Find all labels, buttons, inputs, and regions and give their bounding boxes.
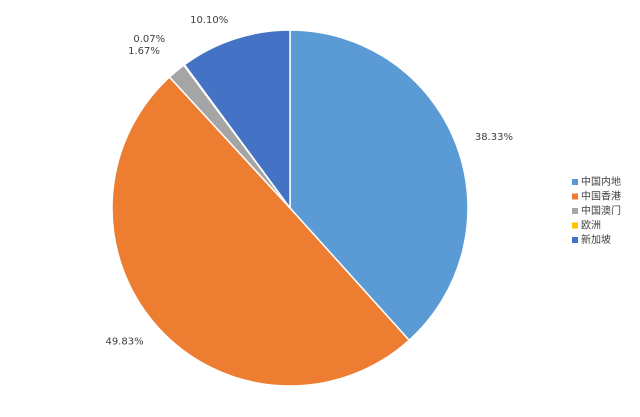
legend-swatch xyxy=(572,179,578,185)
legend-label: 中国内地 xyxy=(581,175,621,188)
data-label: 0.07% xyxy=(133,34,165,45)
data-label: 49.83% xyxy=(105,336,143,347)
pie-slice xyxy=(111,75,411,387)
legend-label: 中国澳门 xyxy=(581,204,621,217)
pie-slice xyxy=(289,29,469,342)
legend-label: 中国香港 xyxy=(581,190,621,203)
pie-slice xyxy=(183,29,291,211)
legend-label: 欧洲 xyxy=(581,220,601,232)
data-label: 1.67% xyxy=(128,46,160,57)
legend-swatch xyxy=(572,208,578,214)
legend-swatch xyxy=(572,237,578,243)
data-label: 38.33% xyxy=(475,132,513,143)
legend-swatch xyxy=(572,222,578,229)
data-label: 10.10% xyxy=(190,15,228,26)
legend-swatch xyxy=(572,193,578,200)
legend-label: 新加坡 xyxy=(581,233,611,246)
